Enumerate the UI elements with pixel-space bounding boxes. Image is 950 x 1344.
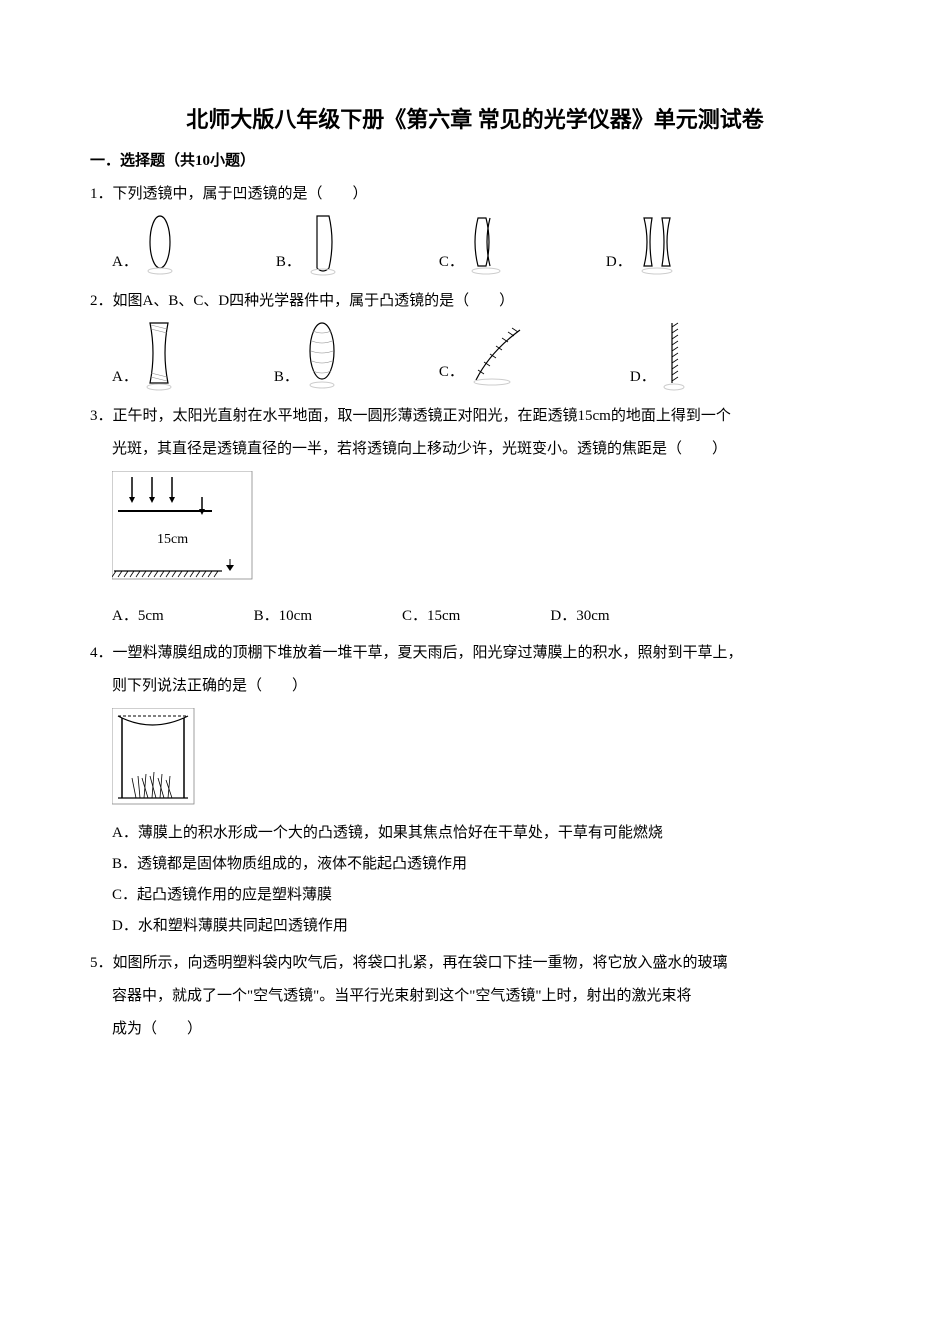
q2-text: 2．如图A、B、C、D四种光学器件中，属于凸透镜的是（ ） bbox=[90, 288, 860, 315]
q3-option-d: D．30cm bbox=[550, 603, 609, 630]
q5-text2: 容器中，就成了一个"空气透镜"。当平行光束射到这个"空气透镜"上时，射出的激光束… bbox=[90, 983, 860, 1010]
q1-option-b: B． bbox=[276, 214, 339, 276]
q4-option-c: C．起凸透镜作用的应是塑料薄膜 bbox=[112, 882, 860, 909]
q3-text: 3．正午时，太阳光直射在水平地面，取一圆形薄透镜正对阳光，在距透镜15cm的地面… bbox=[90, 403, 860, 430]
page-title: 北师大版八年级下册《第六章 常见的光学仪器》单元测试卷 bbox=[90, 100, 860, 140]
q2-label-b: B． bbox=[274, 364, 299, 391]
q1-lens-c-icon bbox=[470, 214, 506, 276]
question-3: 3．正午时，太阳光直射在水平地面，取一圆形薄透镜正对阳光，在距透镜15cm的地面… bbox=[90, 403, 860, 630]
question-4: 4．一塑料薄膜组成的顶棚下堆放着一堆干草，夏天雨后，阳光穿过薄膜上的积水，照射到… bbox=[90, 640, 860, 940]
question-2: 2．如图A、B、C、D四种光学器件中，属于凸透镜的是（ ） A． B． bbox=[90, 288, 860, 391]
q3-figure: 15cm bbox=[90, 471, 860, 591]
q5-text: 5．如图所示，向透明塑料袋内吹气后，将袋口扎紧，再在袋口下挂一重物，将它放入盛水… bbox=[90, 950, 860, 977]
q4-option-d: D．水和塑料薄膜共同起凹透镜作用 bbox=[112, 913, 860, 940]
q4-option-b: B．透镜都是固体物质组成的，液体不能起凸透镜作用 bbox=[112, 851, 860, 878]
q1-label-d: D． bbox=[606, 249, 632, 276]
q2-lens-b-icon bbox=[305, 321, 339, 391]
q4-text2: 则下列说法正确的是（ ） bbox=[90, 673, 860, 700]
q2-option-a: A． bbox=[112, 321, 174, 391]
q2-options: A． B． bbox=[90, 321, 860, 391]
q2-label-a: A． bbox=[112, 364, 138, 391]
q3-option-b: B．10cm bbox=[254, 603, 312, 630]
q1-lens-b-icon bbox=[307, 214, 339, 276]
q1-option-a: A． bbox=[112, 214, 176, 276]
q3-distance-label: 15cm bbox=[157, 532, 188, 547]
q3-option-c: C．15cm bbox=[402, 603, 460, 630]
q2-label-c: C． bbox=[439, 359, 464, 386]
q2-label-d: D． bbox=[630, 364, 656, 391]
question-1: 1．下列透镜中，属于凹透镜的是（ ） A． B． C． bbox=[90, 181, 860, 276]
q2-mirror-d-icon bbox=[662, 321, 688, 391]
q4-options: A．薄膜上的积水形成一个大的凸透镜，如果其焦点恰好在干草处，干草有可能燃烧 B．… bbox=[90, 820, 860, 940]
q1-option-d: D． bbox=[606, 214, 676, 276]
q4-figure bbox=[90, 708, 860, 808]
q3-text2: 光斑，其直径是透镜直径的一半，若将透镜向上移动少许，光斑变小。透镜的焦距是（ ） bbox=[90, 436, 860, 463]
q1-label-a: A． bbox=[112, 249, 138, 276]
q2-option-d: D． bbox=[630, 321, 688, 391]
question-5: 5．如图所示，向透明塑料袋内吹气后，将袋口扎紧，再在袋口下挂一重物，将它放入盛水… bbox=[90, 950, 860, 1043]
q2-option-c: C． bbox=[439, 326, 530, 386]
q3-options: A．5cm B．10cm C．15cm D．30cm bbox=[90, 603, 860, 630]
q2-lens-a-icon bbox=[144, 321, 174, 391]
q1-text: 1．下列透镜中，属于凹透镜的是（ ） bbox=[90, 181, 860, 208]
q1-label-c: C． bbox=[439, 249, 464, 276]
q1-options: A． B． C． bbox=[90, 214, 860, 276]
q4-text: 4．一塑料薄膜组成的顶棚下堆放着一堆干草，夏天雨后，阳光穿过薄膜上的积水，照射到… bbox=[90, 640, 860, 667]
q5-text3: 成为（ ） bbox=[90, 1016, 860, 1043]
q1-lens-d-icon bbox=[638, 214, 676, 276]
section-header: 一．选择题（共10小题） bbox=[90, 148, 860, 175]
q2-option-b: B． bbox=[274, 321, 339, 391]
q1-lens-a-icon bbox=[144, 214, 176, 276]
q2-mirror-c-icon bbox=[470, 326, 530, 386]
q3-option-a: A．5cm bbox=[112, 603, 164, 630]
q4-option-a: A．薄膜上的积水形成一个大的凸透镜，如果其焦点恰好在干草处，干草有可能燃烧 bbox=[112, 820, 860, 847]
q1-option-c: C． bbox=[439, 214, 506, 276]
q1-label-b: B． bbox=[276, 249, 301, 276]
